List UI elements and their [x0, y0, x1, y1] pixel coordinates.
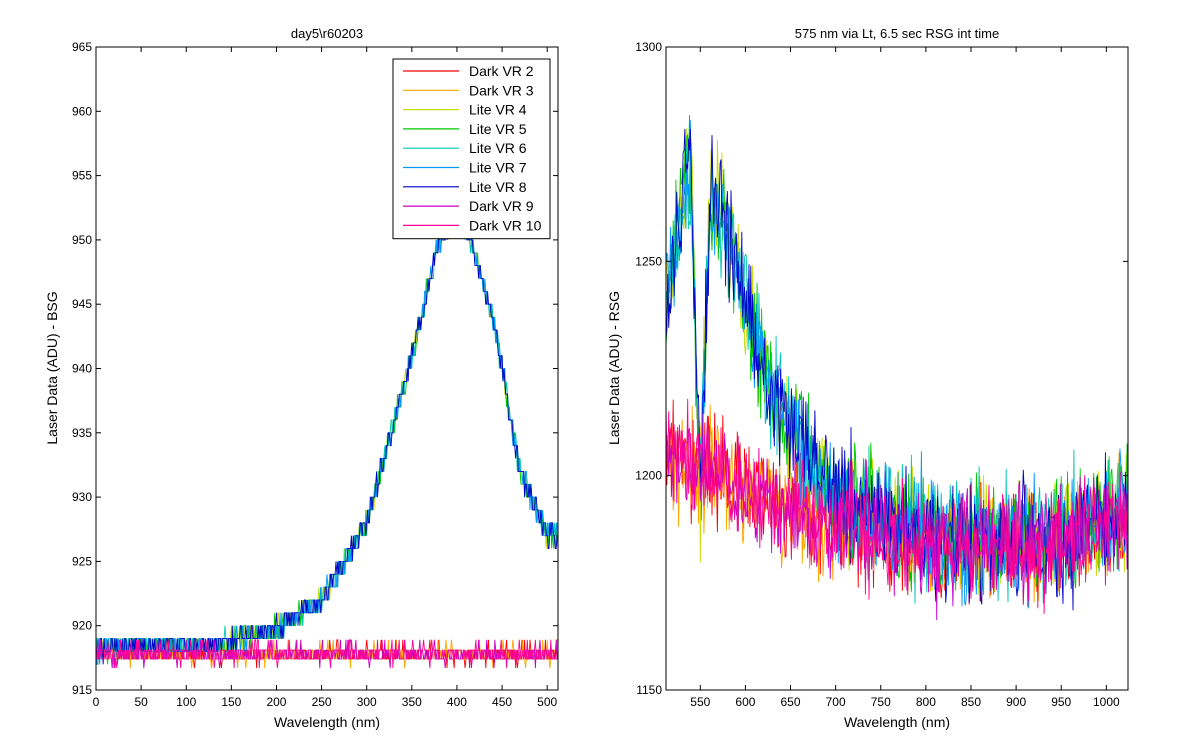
right-chart-ticks: 550 600 650 700 750 800 850 900 950 1000 1150 1200 1… [635, 40, 1128, 709]
right-chart-x-axis-label: Wavelength (nm) [844, 714, 950, 730]
left-chart-x-tick-label: 0 [93, 695, 100, 709]
left-chart-y-tick-label: 915 [72, 683, 92, 697]
right-chart-x-tick-label: 800 [916, 695, 936, 709]
right-chart-series-line [666, 398, 1128, 615]
left-chart-series-line [96, 639, 558, 669]
left-chart-x-tick-label: 400 [447, 695, 467, 709]
left-chart-x-tick-label: 200 [266, 695, 286, 709]
left-chart-y-tick-label: 955 [72, 169, 92, 183]
left-chart-y-tick-label: 960 [72, 104, 92, 118]
right-chart-y-tick-label: 1300 [635, 40, 662, 54]
left-chart-legend: Dark VR 2 Dark VR 3 Lite VR 4 Lite VR 5 Lite… [392, 58, 551, 240]
left-chart-y-tick-label: 930 [72, 490, 92, 504]
right-chart-y-tick-label: 1250 [635, 254, 662, 268]
left-chart-y-tick-label: 935 [72, 426, 92, 440]
right-chart-x-tick-label: 1000 [1093, 695, 1120, 709]
left-chart-legend-box [392, 58, 551, 240]
left-chart-x-tick-label: 300 [357, 695, 377, 709]
right-chart: 575 nm via Lt, 6.5 sec RSG int time 550 6… [606, 26, 1129, 730]
left-chart-x-tick-label: 450 [492, 695, 512, 709]
left-chart-series-line [96, 200, 558, 665]
right-chart-y-axis-label: Laser Data (ADU) - RSG [606, 291, 622, 445]
left-chart-x-tick-label: 50 [134, 695, 148, 709]
left-chart-title: day5\r60203 [291, 26, 363, 41]
left-chart-x-tick-label: 350 [402, 695, 422, 709]
left-chart-x-tick-label: 500 [537, 695, 557, 709]
left-chart-y-axis-label: Laser Data (ADU) - BSG [44, 291, 60, 444]
left-chart-legend-label: Lite VR 6 [469, 140, 527, 156]
left-chart-x-tick-label: 100 [176, 695, 196, 709]
right-chart-x-tick-label: 950 [1051, 695, 1071, 709]
left-chart-legend-label: Dark VR 2 [469, 63, 534, 79]
left-chart-y-tick-label: 925 [72, 554, 92, 568]
left-chart-legend-label: Lite VR 4 [469, 102, 527, 118]
right-chart-series-layer [666, 115, 1128, 621]
left-chart-x-tick-label: 150 [221, 695, 241, 709]
right-chart-y-tick-label: 1200 [635, 469, 662, 483]
right-chart-x-tick-label: 700 [826, 695, 846, 709]
left-chart-legend-label: Dark VR 9 [469, 198, 534, 214]
right-chart-x-tick-label: 550 [690, 695, 710, 709]
left-chart: day5\r60203 0 50 100 150 200 250 300 350 400 450 5… [44, 26, 559, 730]
left-chart-x-tick-label: 250 [312, 695, 332, 709]
right-chart-y-tick-label: 1150 [636, 683, 662, 697]
left-chart-y-tick-label: 940 [72, 362, 92, 376]
left-chart-legend-label: Dark VR 10 [469, 217, 542, 233]
right-chart-x-tick-label: 750 [871, 695, 891, 709]
left-chart-y-tick-label: 920 [72, 619, 92, 633]
left-chart-x-axis-label: Wavelength (nm) [274, 714, 380, 730]
left-chart-axes-box [95, 46, 559, 691]
left-chart-legend-label: Lite VR 7 [469, 160, 527, 176]
right-chart-title: 575 nm via Lt, 6.5 sec RSG int time [795, 26, 999, 41]
right-chart-x-tick-label: 900 [1006, 695, 1026, 709]
left-chart-series-layer [96, 200, 558, 669]
right-chart-x-tick-label: 650 [781, 695, 801, 709]
right-chart-series-line [666, 413, 1128, 621]
left-chart-legend-label: Lite VR 8 [469, 179, 527, 195]
right-chart-x-tick-label: 600 [735, 695, 755, 709]
left-chart-legend-label: Lite VR 5 [469, 121, 527, 137]
right-chart-x-tick-label: 850 [961, 695, 981, 709]
right-chart-axes-box [665, 46, 1129, 691]
left-chart-y-tick-label: 950 [72, 233, 92, 247]
left-chart-y-tick-label: 965 [72, 40, 92, 54]
left-chart-y-tick-label: 945 [72, 297, 92, 311]
left-chart-legend-label: Dark VR 3 [469, 82, 534, 98]
left-chart-ticks: 0 50 100 150 200 250 300 350 400 450 500 915 920 925 9… [72, 40, 558, 709]
